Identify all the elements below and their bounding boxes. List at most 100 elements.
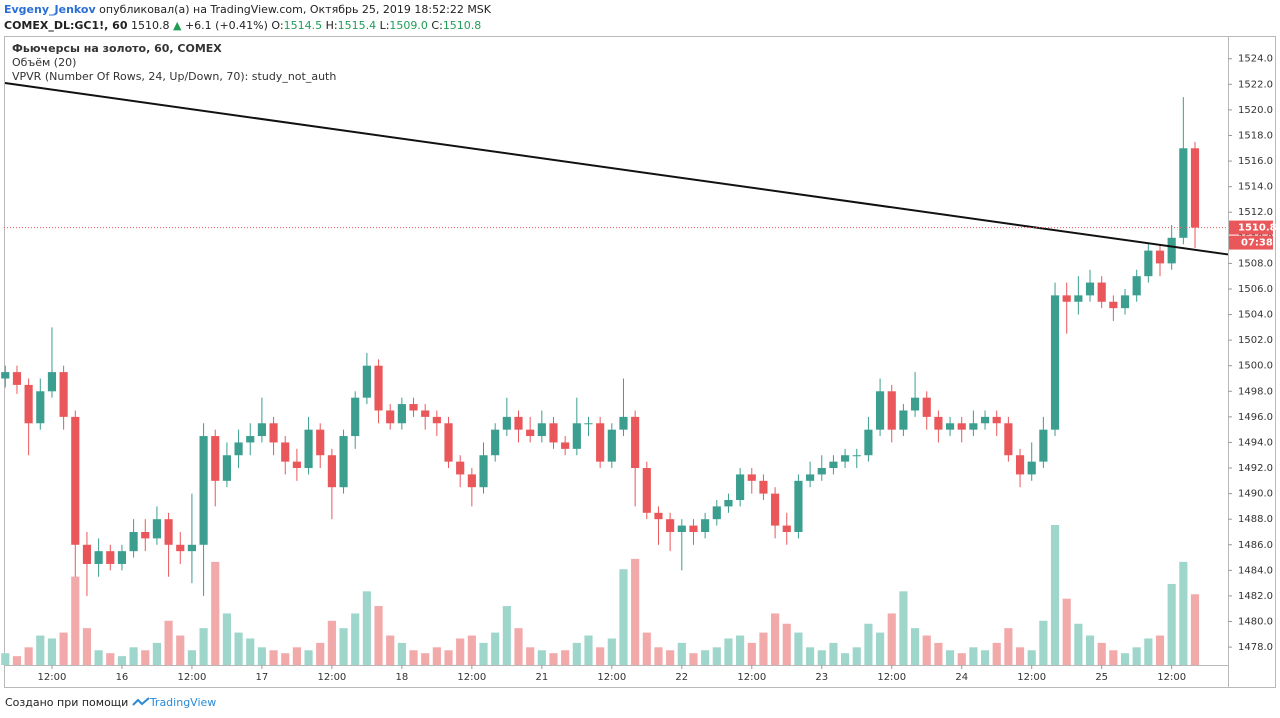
candle-body xyxy=(246,436,255,443)
candle-body xyxy=(491,429,500,456)
candle-body xyxy=(1109,301,1118,309)
volume-bar xyxy=(782,623,791,665)
volume-bar xyxy=(1144,638,1153,665)
candle-body xyxy=(222,455,231,481)
volume-bar xyxy=(467,635,476,665)
volume-bar xyxy=(806,647,815,665)
logo xyxy=(132,697,150,706)
candle-body xyxy=(712,506,721,520)
candle-body xyxy=(747,474,756,481)
volume-bar xyxy=(537,650,546,665)
volume-bar xyxy=(1167,583,1176,665)
chart-title: Фьючерсы на золото, 60, COMEX xyxy=(12,42,222,55)
volume-bar xyxy=(456,638,465,665)
volume-bar xyxy=(1,653,10,665)
volume-bar xyxy=(1039,620,1048,665)
o-label: O: xyxy=(271,19,284,32)
candle-body xyxy=(479,455,488,488)
volume-bar xyxy=(712,647,721,665)
candle-body xyxy=(1015,455,1025,475)
volume-bar xyxy=(129,647,138,665)
candle-body xyxy=(281,442,290,462)
candle-body xyxy=(164,519,173,545)
candle-body xyxy=(829,461,838,469)
volume-bar xyxy=(397,642,406,665)
volume-bar xyxy=(257,647,266,665)
y-tick-label: 1488.0 xyxy=(1238,514,1273,525)
candle-body xyxy=(351,397,360,437)
l-value: 1509.0 xyxy=(389,19,428,32)
volume-bar xyxy=(829,642,838,665)
candle-body xyxy=(129,531,138,552)
last-price-label: 1510.8 xyxy=(1238,223,1277,234)
candle-body xyxy=(152,519,162,539)
volume-bar xyxy=(992,642,1001,665)
volume-bar xyxy=(12,656,22,665)
candle-body xyxy=(432,416,441,424)
candle-body xyxy=(852,455,861,457)
candle-body xyxy=(677,525,686,532)
candle-body xyxy=(969,423,978,430)
indicator: VPVR (Number Of Rows, 24, Up/Down, 70): … xyxy=(12,70,336,83)
volume-bar xyxy=(596,647,605,665)
candle-body xyxy=(24,384,33,424)
volume-bar xyxy=(502,606,511,665)
candle-body xyxy=(1027,461,1036,475)
volume-bar xyxy=(654,647,663,665)
volume-bar xyxy=(852,647,861,665)
candle-body xyxy=(421,410,430,417)
trend-line xyxy=(4,82,1229,256)
volume-bar xyxy=(234,632,243,665)
volume-bar xyxy=(47,638,57,665)
candle-body xyxy=(666,519,675,532)
volume-bar xyxy=(864,623,873,665)
volume-bar xyxy=(339,628,348,665)
candle-body xyxy=(12,372,22,385)
volume-bar xyxy=(514,628,523,665)
candle-body xyxy=(549,423,558,443)
volume-bar xyxy=(607,638,616,665)
candle-body xyxy=(339,436,348,488)
candle-body xyxy=(409,404,418,411)
candle-body xyxy=(1,372,10,379)
candle-body xyxy=(596,423,605,462)
candle-body xyxy=(362,365,371,398)
author[interactable]: Evgeny_Jenkov xyxy=(4,3,96,16)
brand[interactable]: TradingView xyxy=(149,696,217,709)
volume-bar xyxy=(479,642,488,665)
plot-area xyxy=(1,97,1200,665)
volume-bar xyxy=(152,642,162,665)
volume-bar xyxy=(444,650,453,665)
volume-bar xyxy=(980,650,990,665)
x-tick-label: 16 xyxy=(116,672,129,683)
x-tick-label: 12:00 xyxy=(178,672,207,683)
volume-bar xyxy=(922,635,931,665)
volume-bar xyxy=(584,635,593,665)
candle-body xyxy=(269,423,278,443)
candle-body xyxy=(572,423,581,449)
candle-body xyxy=(1062,295,1071,302)
candle-body xyxy=(292,461,301,469)
price: 1510.8 xyxy=(131,19,170,32)
candle-body xyxy=(654,512,663,520)
volume-bar xyxy=(572,642,581,665)
candle-body xyxy=(759,480,768,494)
volume-bar xyxy=(24,647,33,665)
volume-bar xyxy=(689,653,698,665)
candle-body xyxy=(444,423,453,462)
volume-bar xyxy=(316,642,325,665)
volume-bar xyxy=(292,647,301,665)
volume-bar xyxy=(1132,647,1141,665)
volume-bar xyxy=(1004,628,1013,665)
candle-body xyxy=(59,372,68,417)
volume-bar xyxy=(910,628,920,665)
volume-bar xyxy=(351,613,360,665)
volume-bar xyxy=(1120,653,1130,665)
y-tick-label: 1492.0 xyxy=(1238,463,1273,474)
candle-body xyxy=(304,429,313,469)
x-tick-label: 12:00 xyxy=(597,672,626,683)
y-tick-label: 1480.0 xyxy=(1238,617,1273,628)
volume-bar xyxy=(1027,650,1036,665)
y-tick-label: 1514.0 xyxy=(1238,182,1273,193)
